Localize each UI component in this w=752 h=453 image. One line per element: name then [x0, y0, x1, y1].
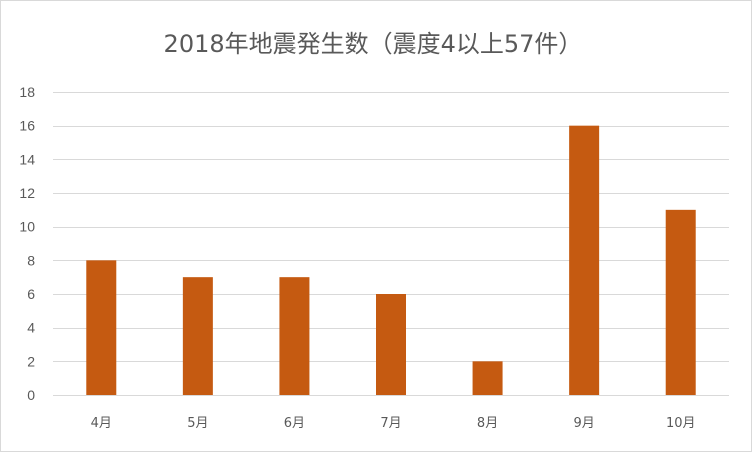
bars: [86, 125, 696, 396]
x-tick-label-2: 5月: [187, 416, 208, 431]
x-tick-label-1: 4月: [91, 416, 112, 431]
bar-6: [569, 125, 600, 396]
x-tick-label-3: 6月: [284, 416, 305, 431]
bar-2: [182, 277, 213, 395]
y-tick-label-18: 18: [19, 84, 35, 100]
y-tick-label-8: 8: [27, 252, 35, 268]
bar-5: [472, 361, 503, 395]
y-tick-label-10: 10: [19, 219, 35, 235]
y-tick-label-4: 4: [27, 320, 35, 336]
bar-7: [665, 209, 696, 395]
y-tick-label-12: 12: [19, 185, 35, 201]
bar-3: [279, 277, 310, 395]
x-axis-ticks: 4月 5月 6月 7月 8月 9月 10月: [91, 416, 696, 431]
x-tick-label-6: 9月: [574, 416, 595, 431]
chart-title: 2018年地震発生数（震度4以上57件）: [164, 30, 583, 58]
y-tick-label-16: 16: [19, 118, 35, 134]
x-tick-label-5: 8月: [477, 416, 498, 431]
y-tick-label-2: 2: [27, 353, 35, 369]
y-tick-label-6: 6: [27, 286, 35, 302]
y-axis-ticks: 0 2 4 6 8 10 12 14 16 18: [19, 84, 35, 403]
gridlines: [53, 92, 729, 396]
bar-4: [376, 294, 406, 395]
bar-1: [86, 260, 117, 395]
x-tick-label-7: 10月: [666, 416, 696, 431]
x-tick-label-4: 7月: [380, 416, 401, 431]
y-tick-label-0: 0: [27, 387, 35, 403]
y-tick-label-14: 14: [19, 151, 35, 167]
